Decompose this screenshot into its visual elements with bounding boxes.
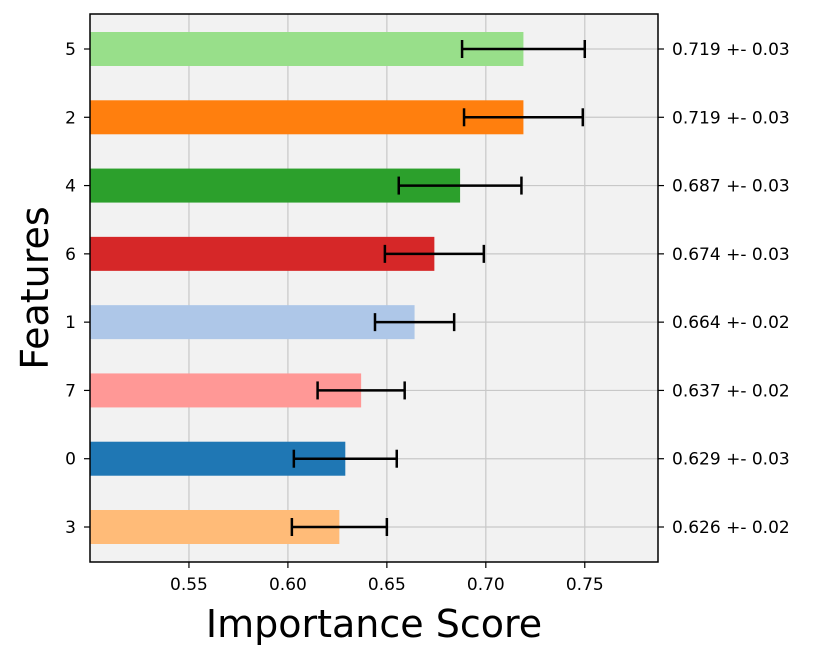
bar-feature-2	[90, 100, 524, 135]
value-label: 0.637 +- 0.02	[672, 381, 790, 401]
bars	[90, 32, 524, 544]
x-tick-label: 0.60	[269, 575, 307, 595]
y-tick-label: 5	[65, 40, 76, 60]
bar-feature-5	[90, 32, 524, 66]
y-tick-label: 3	[65, 518, 76, 538]
y-tick-label: 2	[65, 108, 76, 128]
y-tick-label: 1	[65, 313, 76, 333]
value-label: 0.629 +- 0.03	[672, 450, 790, 470]
y-axis-title: Features	[13, 206, 57, 369]
bar-feature-6	[90, 236, 435, 271]
y-tick-label: 0	[65, 450, 76, 470]
value-label: 0.719 +- 0.03	[672, 40, 790, 60]
error-bars	[290, 40, 587, 536]
x-ticks: 0.55 0.60 0.65 0.70 0.75	[170, 562, 604, 595]
value-label: 0.719 +- 0.03	[672, 108, 790, 128]
x-tick-label: 0.55	[170, 575, 208, 595]
value-label: 0.664 +- 0.02	[672, 313, 790, 333]
bar-feature-1	[90, 305, 415, 340]
x-tick-label: 0.65	[368, 575, 406, 595]
plot-frame	[89, 13, 659, 563]
y-tick-label: 7	[65, 381, 76, 401]
value-labels: 0.719 +- 0.03 0.719 +- 0.03 0.687 +- 0.03 0…	[658, 40, 790, 538]
x-axis-title: Importance Score	[206, 602, 542, 646]
x-tick-label: 0.75	[566, 575, 604, 595]
y-ticks: 5 2 4 6 1 7 0 3	[65, 40, 90, 538]
plot-background	[90, 14, 658, 562]
bar-feature-7	[90, 373, 362, 408]
value-label: 0.674 +- 0.03	[672, 245, 790, 265]
value-label: 0.687 +- 0.03	[672, 177, 790, 197]
x-tick-label: 0.70	[467, 575, 505, 595]
y-tick-label: 4	[65, 177, 76, 197]
y-tick-label: 6	[65, 245, 76, 265]
value-label: 0.626 +- 0.02	[672, 518, 790, 538]
